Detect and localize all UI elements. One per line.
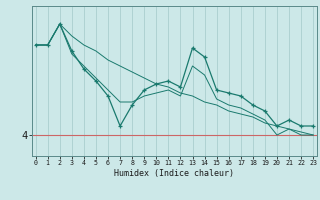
X-axis label: Humidex (Indice chaleur): Humidex (Indice chaleur) bbox=[115, 169, 234, 178]
